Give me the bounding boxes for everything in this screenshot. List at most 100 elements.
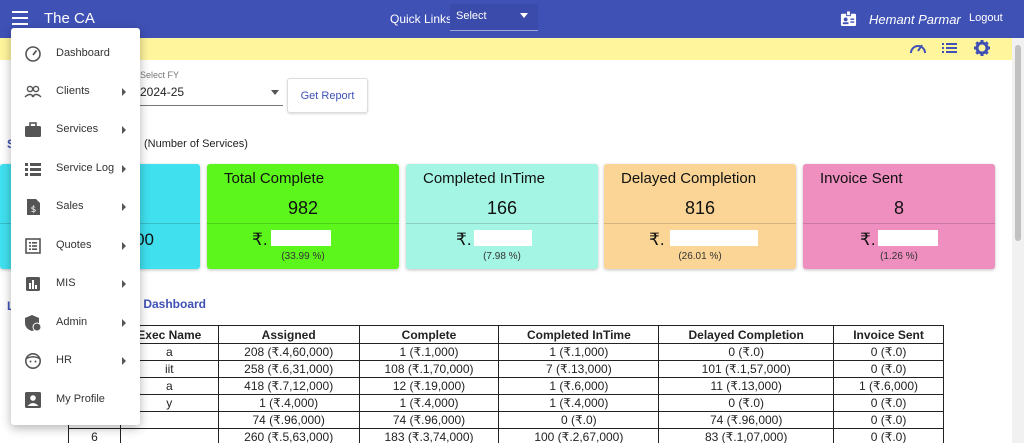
quick-links-label: Quick Links:: [390, 12, 456, 26]
people-icon: [24, 85, 42, 98]
submenu-arrow-icon: [122, 126, 126, 134]
submenu-arrow-icon: [122, 357, 126, 365]
table-cell: 418 (₹.7,12,000): [217, 377, 360, 395]
table-cell: 12 (₹.19,000): [358, 377, 500, 395]
logout-link[interactable]: Logout: [969, 12, 1003, 24]
app-header: The CA Quick Links: Select Hemant Parmar…: [0, 0, 1024, 38]
table-cell: 0 (₹.0): [833, 360, 944, 378]
menu-label: Service Log: [56, 162, 115, 174]
speedometer-icon: [25, 46, 41, 62]
table-cell: 74 (₹.96,000): [658, 411, 835, 429]
table-cell: 0 (₹.0): [833, 411, 944, 429]
table-cell: 183 (₹.3,74,000): [358, 428, 500, 443]
list-icon[interactable]: [940, 39, 960, 57]
table-cell: 83 (₹.1,07,000): [658, 428, 835, 443]
sub-toolbar: [0, 38, 1012, 60]
menu-item-clients[interactable]: Clients: [11, 74, 140, 110]
column-header: Invoice Sent: [833, 325, 944, 344]
card-header: Completed InTime 166: [406, 164, 598, 223]
admin-shield-icon: [25, 315, 42, 332]
menu-label: Dashboard: [56, 47, 110, 59]
table-cell: 1 (₹.6,000): [498, 377, 660, 395]
bar-chart-icon: [26, 277, 40, 291]
menu-item-mis[interactable]: MIS: [11, 266, 140, 302]
card-title: Total Complete: [224, 170, 325, 187]
column-header: Complete: [358, 325, 500, 344]
card-amount: ₹.: [860, 230, 876, 249]
card-title: Invoice Sent: [820, 170, 903, 187]
submenu-arrow-icon: [122, 165, 126, 173]
stat-card-completed-intime: Completed InTime 166 ₹. (7.98 %): [406, 164, 598, 269]
menu-label: Sales: [56, 200, 84, 212]
submenu-arrow-icon: [122, 203, 126, 211]
document-list-icon: [25, 238, 41, 254]
card-percent: (26.01 %): [678, 251, 722, 262]
table-cell: 258 (₹.6,31,000): [217, 360, 360, 378]
card-percent: (1.26 %): [880, 251, 918, 262]
menu-item-dashboard[interactable]: Dashboard: [11, 36, 140, 72]
menu-item-my-profile[interactable]: My Profile: [11, 382, 140, 418]
table-cell: 0 (₹.0): [658, 343, 835, 361]
menu-item-sales[interactable]: $ Sales: [11, 189, 140, 225]
table-cell: 7 (₹.13,000): [498, 360, 660, 378]
id-badge-icon[interactable]: [840, 10, 857, 27]
stat-card-invoice-sent: Invoice Sent 8 ₹. (1.26 %): [803, 164, 995, 269]
card-count: 982: [287, 198, 319, 218]
menu-item-hr[interactable]: HR: [11, 343, 140, 379]
table-cell: 0 (₹.0): [658, 394, 835, 412]
speedometer-icon[interactable]: [908, 39, 928, 57]
table-header-row: Exec Name Assigned Complete Completed In…: [68, 325, 944, 344]
hamburger-menu-icon[interactable]: [12, 11, 28, 25]
submenu-arrow-icon: [122, 88, 126, 96]
table-row: 6 260 (₹.5,63,000) 183 (₹.3,74,000) 100 …: [68, 428, 944, 443]
card-footer: ₹. (1.26 %): [803, 223, 995, 269]
fy-label: Select FY: [140, 70, 180, 80]
card-title: Completed InTime: [423, 170, 545, 187]
card-count: 166: [486, 198, 518, 218]
table-row: iit 258 (₹.6,31,000) 108 (₹.1,70,000) 7 …: [68, 360, 944, 378]
nav-drawer: Dashboard Clients Services Service Log: [11, 28, 140, 425]
svg-text:$: $: [31, 205, 37, 215]
table-cell: 1 (₹.4,000): [498, 394, 660, 412]
table-cell: 6: [68, 428, 121, 443]
section-heading: L: [7, 299, 14, 313]
menu-label: HR: [56, 354, 72, 366]
redaction-block: [271, 230, 331, 246]
quick-links-value: Select: [456, 10, 487, 22]
card-title: Delayed Completion: [621, 170, 757, 187]
table-cell: 0 (₹.0): [833, 428, 944, 443]
table-cell: 1 (₹.4,000): [358, 394, 500, 412]
table-cell: 100 (₹.2,67,000): [498, 428, 660, 443]
table-row: y 1 (₹.4,000) 1 (₹.4,000) 1 (₹.4,000) 0 …: [68, 394, 944, 412]
table-cell: 108 (₹.1,70,000): [358, 360, 500, 378]
table-cell: [119, 428, 219, 443]
table-cell: 74 (₹.96,000): [358, 411, 500, 429]
table-cell: 0 (₹.0): [498, 411, 660, 429]
fy-select[interactable]: 2024-25: [140, 85, 283, 106]
card-footer: ₹. (7.98 %): [406, 223, 598, 269]
user-name[interactable]: Hemant Parmar: [869, 12, 961, 27]
scrollbar-thumb[interactable]: [1015, 45, 1021, 241]
menu-label: Clients: [56, 85, 90, 97]
stat-card-delayed-completion: Delayed Completion 816 ₹. (26.01 %): [604, 164, 796, 269]
column-header: Delayed Completion: [658, 325, 835, 344]
caret-down-icon: [520, 13, 528, 18]
menu-label: Services: [56, 123, 99, 135]
table-cell: 208 (₹.4,60,000): [217, 343, 360, 361]
menu-item-quotes[interactable]: Quotes: [11, 228, 140, 264]
profile-icon: [25, 392, 41, 408]
table-cell: 260 (₹.5,63,000): [217, 428, 360, 443]
quick-links-select[interactable]: Select: [450, 4, 538, 31]
get-report-button[interactable]: Get Report: [287, 78, 368, 113]
menu-item-services[interactable]: Services: [11, 112, 140, 148]
menu-item-service-log[interactable]: Service Log: [11, 151, 140, 187]
briefcase-icon: [25, 122, 41, 137]
gear-icon[interactable]: [972, 39, 992, 57]
table-row: 74 (₹.96,000) 74 (₹.96,000) 0 (₹.0) 74 (…: [68, 411, 944, 429]
card-footer: ₹. (26.01 %): [604, 223, 796, 269]
submenu-arrow-icon: [122, 280, 126, 288]
menu-item-admin[interactable]: Admin: [11, 305, 140, 341]
card-amount: ₹.: [456, 230, 472, 249]
face-icon: [25, 353, 41, 369]
menu-label: Quotes: [56, 239, 92, 251]
